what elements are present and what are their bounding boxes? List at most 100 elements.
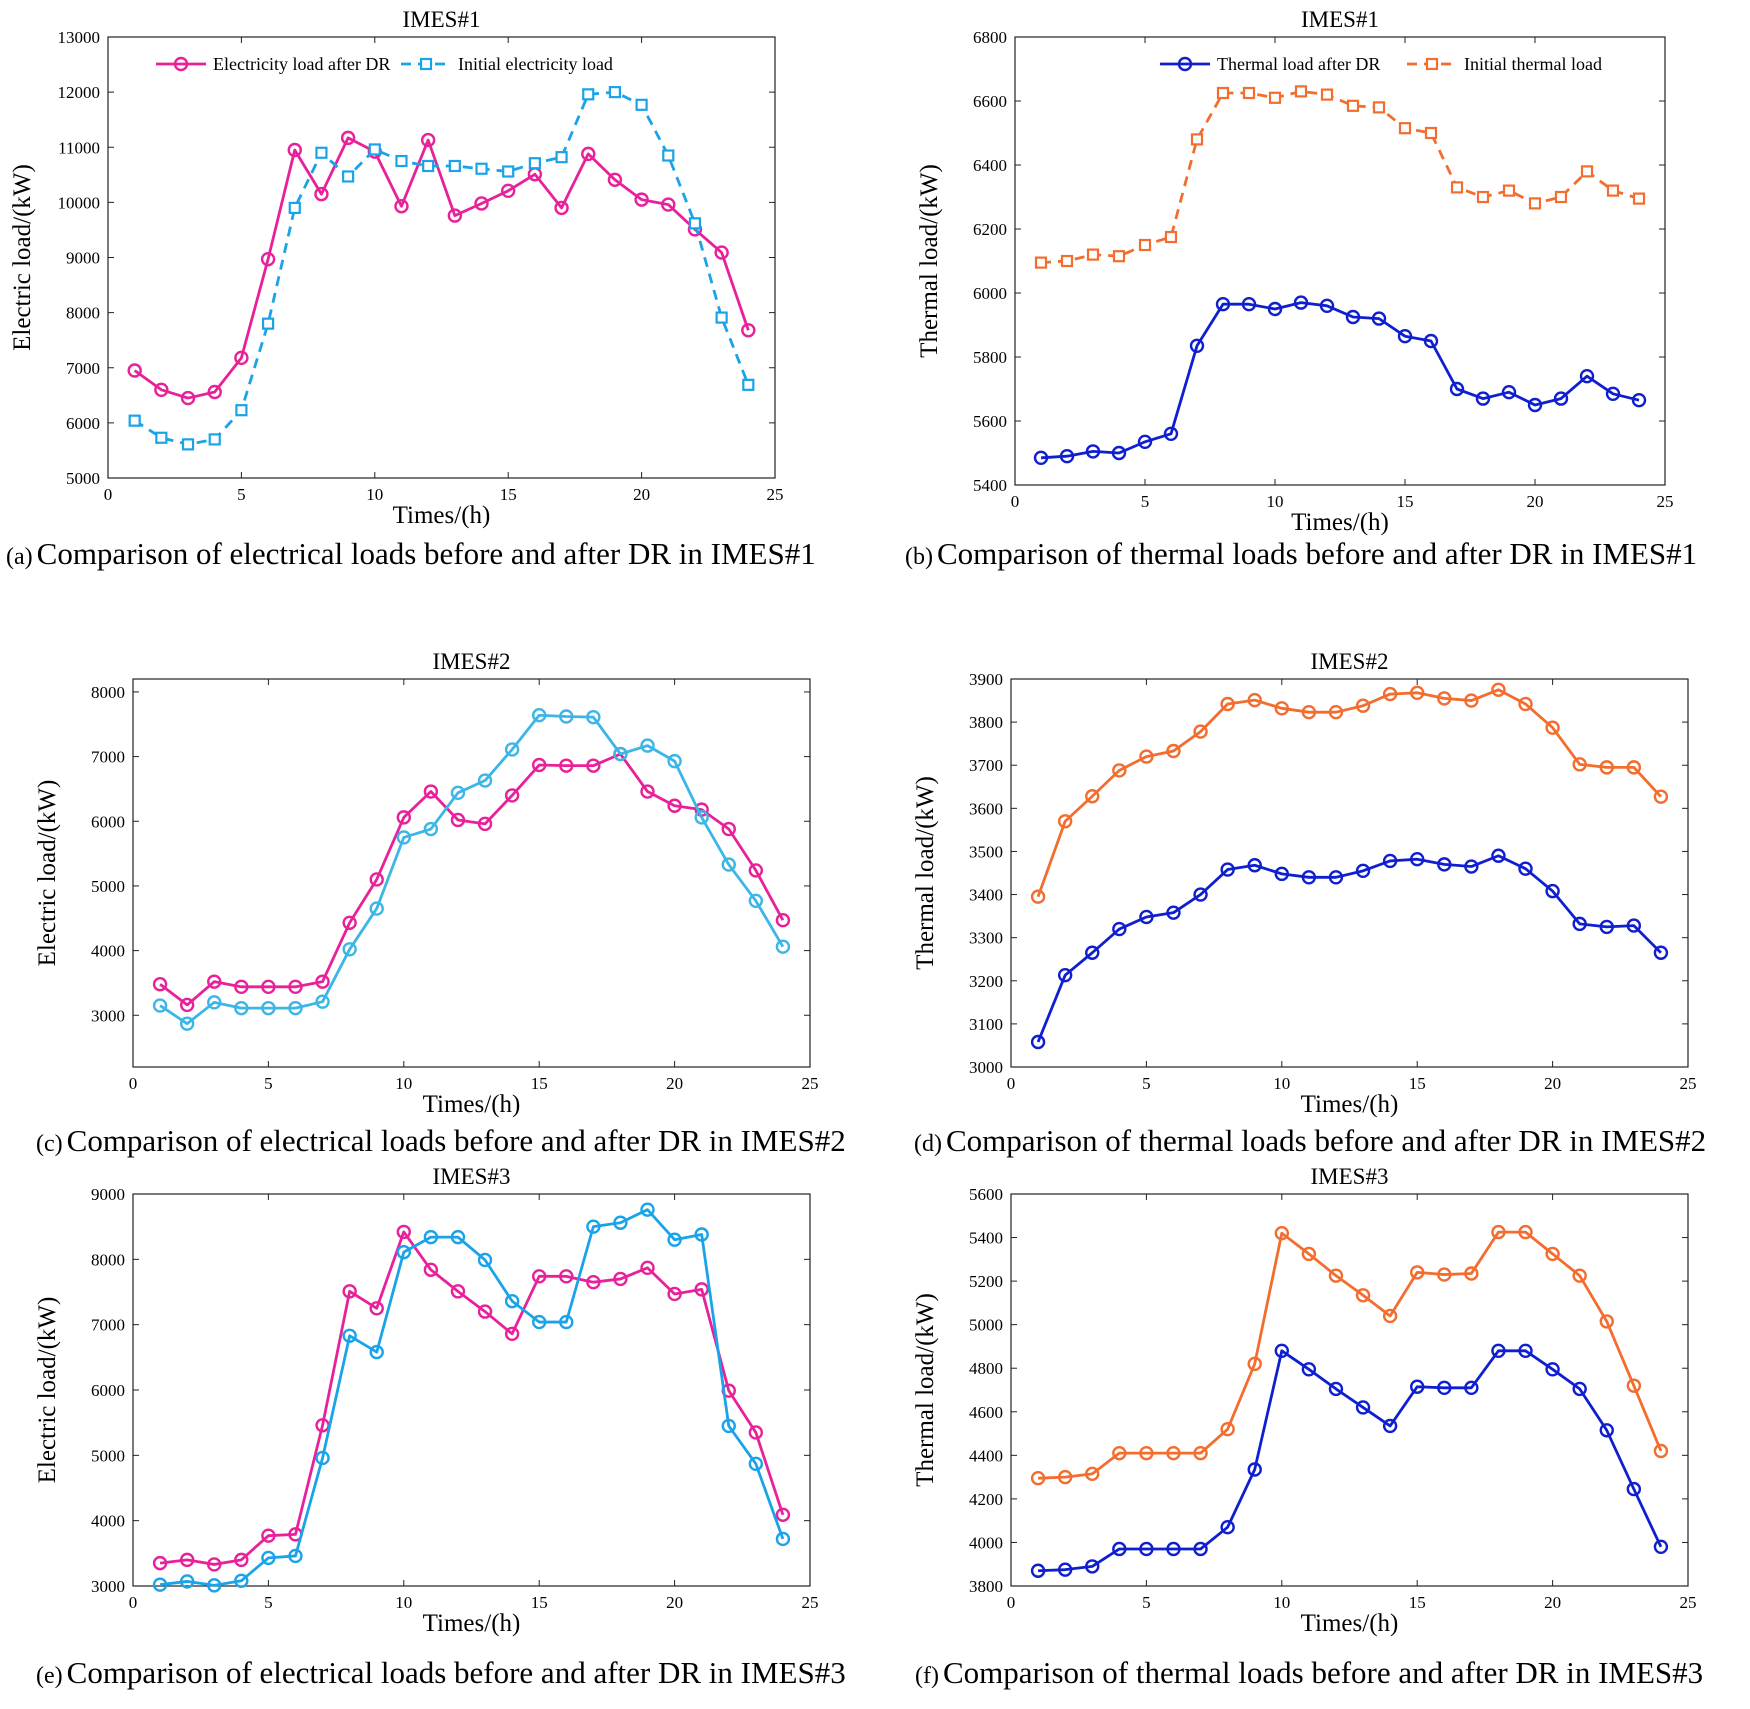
data-point-e-0-0: [152, 1555, 168, 1571]
data-point-f-0-9: [1274, 1343, 1289, 1359]
data-point-d-1-7: [1220, 696, 1235, 712]
data-point-d-1-2: [1085, 789, 1100, 804]
caption-text-f: Comparison of thermal loads before and a…: [942, 1655, 1704, 1690]
y-tick-label-f-0: 3800: [969, 1577, 1003, 1596]
data-point-c-1-11: [450, 785, 466, 801]
data-point-e-1-6: [315, 1450, 330, 1466]
x-tick-label-d-0: 0: [1007, 1074, 1016, 1093]
data-point-b-1-4: [1138, 238, 1152, 252]
data-point-a-0-12: [447, 208, 463, 223]
data-point-c-0-14: [532, 757, 547, 773]
legend-marker-a-0: [173, 56, 189, 72]
y-tick-label-a-4: 9000: [66, 249, 100, 268]
y-tick-label-b-4: 6200: [973, 220, 1007, 239]
x-tick-label-a-4: 20: [633, 485, 650, 504]
series-line-d-0: [1036, 854, 1662, 1043]
data-point-d-0-10: [1301, 870, 1317, 885]
data-point-d-1-8: [1247, 692, 1262, 708]
x-axis-label-a: Times/(h): [393, 502, 491, 529]
data-point-f-1-4: [1139, 1445, 1154, 1461]
data-point-c-1-16: [586, 709, 601, 725]
x-tick-label-c-2: 10: [395, 1074, 412, 1093]
data-point-b-0-20: [1553, 391, 1569, 406]
caption-d: (d) Comparison of thermal loads before a…: [914, 1123, 1706, 1159]
data-point-b-0-10: [1293, 295, 1309, 310]
series-line-c-0: [159, 752, 785, 1007]
data-point-e-0-18: [640, 1260, 655, 1276]
data-point-b-0-2: [1085, 444, 1101, 459]
legend-marker-a-1: [419, 57, 433, 71]
data-point-e-0-2: [207, 1557, 222, 1572]
chart-svg-b: 0 5 10 15 20 25 5400 5600 5800 6000 6200 6400 6600 68…: [916, 7, 1674, 536]
y-axis-label-d: Thermal load/(kW): [912, 776, 939, 970]
data-point-c-1-5: [288, 1000, 303, 1016]
data-point-e-1-8: [369, 1344, 384, 1360]
x-axis-label-d: Times/(h): [1301, 1091, 1399, 1118]
data-point-e-1-13: [504, 1293, 520, 1309]
data-point-f-0-2: [1085, 1559, 1100, 1574]
data-point-b-0-16: [1449, 381, 1465, 397]
data-point-c-1-17: [613, 746, 628, 762]
data-point-e-0-15: [559, 1269, 574, 1284]
data-point-c-0-9: [396, 810, 411, 825]
data-point-c-1-21: [721, 857, 736, 872]
data-point-f-0-16: [1464, 1380, 1479, 1396]
data-point-e-1-1: [179, 1574, 195, 1589]
data-point-d-0-12: [1355, 863, 1371, 879]
data-point-f-1-9: [1274, 1225, 1289, 1241]
caption-tag-f: (f): [915, 1663, 939, 1689]
y-tick-label-c-5: 8000: [91, 683, 125, 702]
x-axis-label-f: Times/(h): [1301, 1610, 1399, 1637]
data-point-a-0-6: [287, 142, 302, 158]
data-point-f-1-8: [1247, 1356, 1262, 1372]
y-tick-label-c-0: 3000: [91, 1006, 125, 1025]
data-point-f-1-2: [1085, 1466, 1100, 1482]
plot-frame-e: [132, 1193, 811, 1587]
data-point-c-0-19: [667, 798, 682, 813]
y-tick-label-d-8: 3800: [969, 713, 1003, 732]
data-point-d-1-12: [1355, 698, 1371, 713]
data-point-d-0-17: [1491, 848, 1506, 863]
y-tick-label-a-6: 11000: [58, 138, 100, 157]
data-point-d-0-0: [1030, 1034, 1046, 1050]
data-point-b-1-17: [1476, 190, 1490, 204]
data-point-f-0-17: [1491, 1343, 1506, 1359]
data-point-d-1-5: [1166, 743, 1181, 759]
data-point-b-0-5: [1163, 426, 1179, 441]
y-tick-label-e-4: 7000: [91, 1316, 125, 1335]
data-point-a-1-19: [635, 98, 648, 111]
data-point-e-0-4: [261, 1528, 276, 1543]
plot-frame-a: [107, 36, 776, 479]
data-point-f-1-17: [1491, 1224, 1506, 1240]
data-point-a-0-0: [127, 363, 142, 378]
data-point-f-1-0: [1030, 1471, 1046, 1486]
x-tick-label-a-0: 0: [104, 485, 113, 504]
data-point-a-0-10: [394, 199, 409, 214]
data-point-d-0-4: [1139, 909, 1154, 925]
data-point-c-1-18: [640, 738, 655, 753]
data-point-d-0-22: [1626, 918, 1642, 933]
data-point-e-1-21: [721, 1418, 736, 1434]
data-point-c-0-18: [640, 784, 655, 799]
data-point-a-1-23: [742, 378, 755, 391]
y-tick-label-a-5: 10000: [58, 193, 101, 212]
data-point-e-0-11: [450, 1284, 466, 1299]
data-point-b-0-21: [1579, 369, 1595, 384]
data-point-a-1-5: [261, 317, 275, 330]
data-point-f-1-1: [1057, 1469, 1073, 1485]
y-tick-label-b-1: 5600: [973, 412, 1007, 431]
legend-a: Electricity load after DR Initial electri…: [156, 54, 613, 74]
y-tick-label-c-4: 7000: [91, 748, 125, 767]
y-tick-label-b-2: 5800: [973, 348, 1007, 367]
data-point-c-0-16: [586, 758, 601, 773]
data-point-d-1-11: [1328, 704, 1344, 720]
x-tick-label-f-1: 5: [1142, 1593, 1151, 1612]
data-point-f-0-20: [1572, 1381, 1587, 1397]
plot-frame-f: [1010, 1193, 1689, 1587]
data-point-a-0-4: [234, 350, 249, 366]
y-tick-label-a-2: 7000: [66, 359, 100, 378]
y-tick-label-a-7: 12000: [58, 83, 101, 102]
data-point-c-1-7: [342, 942, 357, 957]
data-point-f-0-14: [1410, 1379, 1425, 1394]
legend-label-b-0: Thermal load after DR: [1217, 54, 1380, 74]
